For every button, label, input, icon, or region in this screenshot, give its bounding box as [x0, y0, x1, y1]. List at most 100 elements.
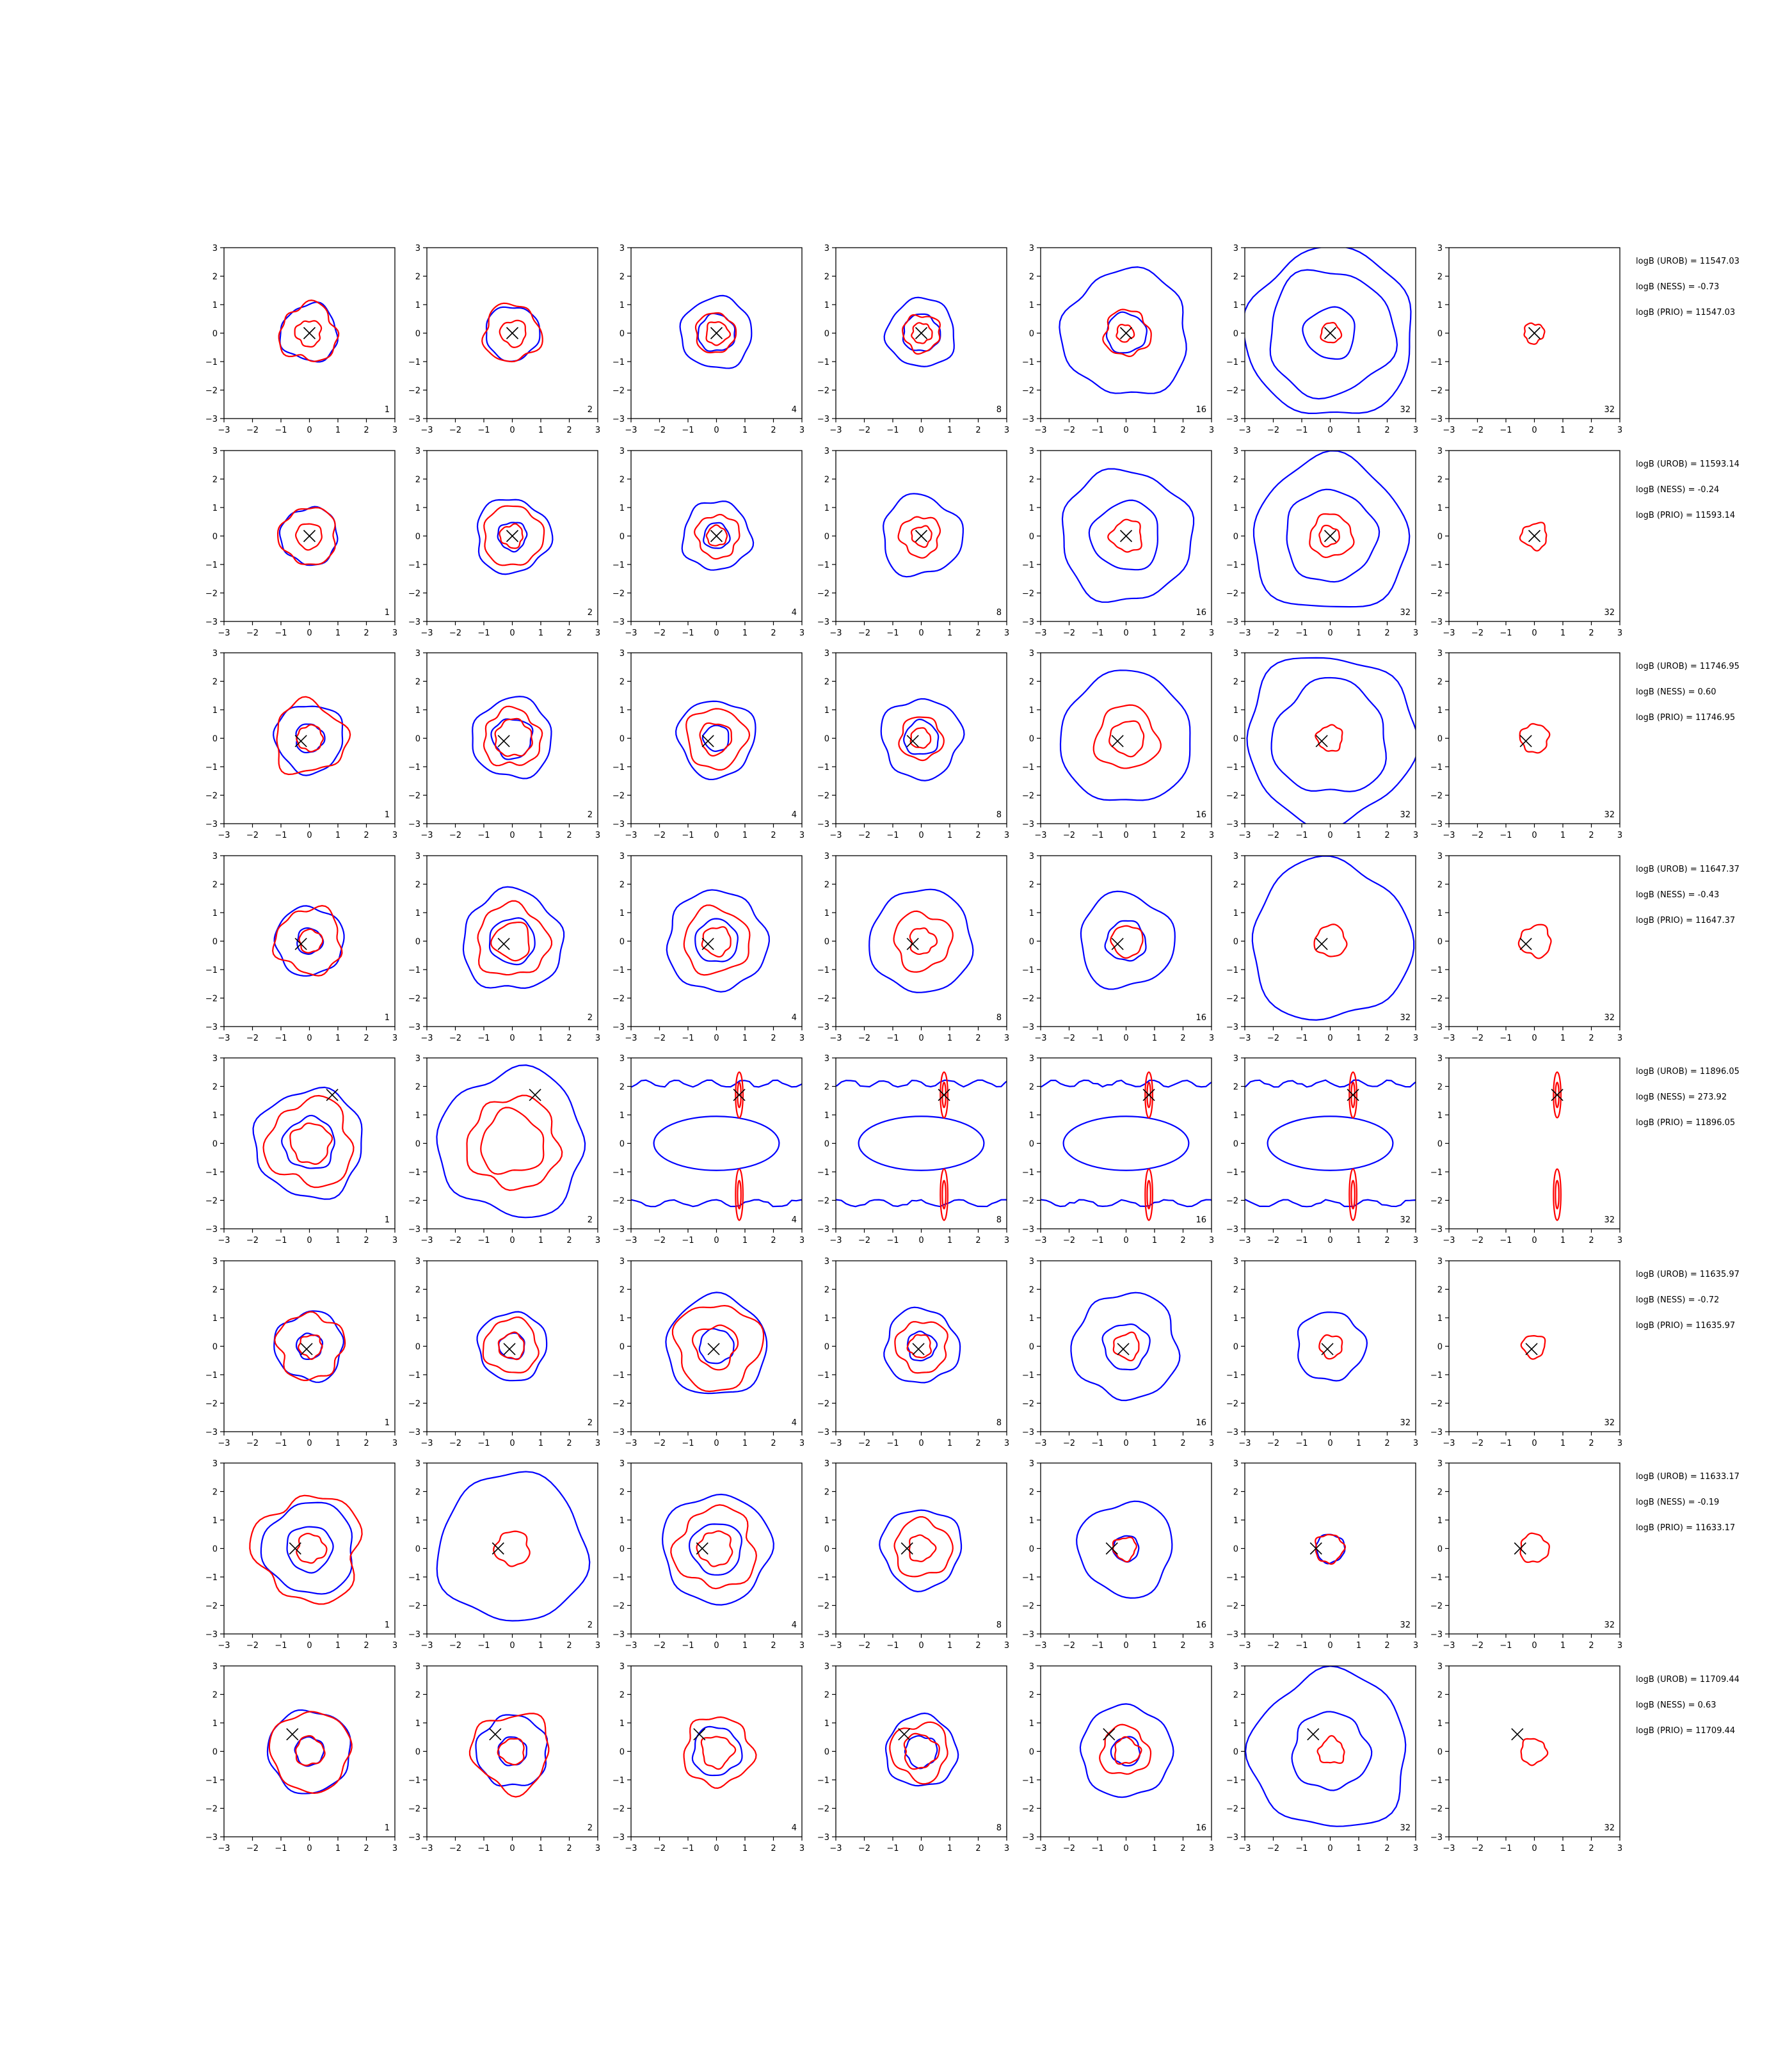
y-tick-label: −1 [1226, 1573, 1238, 1583]
axes-frame [223, 1665, 396, 1837]
panel-count-label: 32 [1400, 405, 1411, 415]
x-tick-label: 2 [1384, 1844, 1389, 1853]
y-tick-label: 1 [1437, 909, 1443, 918]
y-tick-label: −1 [1430, 1573, 1443, 1583]
y-tick-label: 2 [1437, 1691, 1443, 1700]
blue-contour [701, 724, 730, 752]
red-contour [1348, 1168, 1357, 1221]
panel-count-label: 32 [1400, 1215, 1411, 1225]
x-tick-label: 3 [595, 1439, 600, 1448]
red-contour [694, 312, 737, 354]
x-tick-label: −2 [653, 1236, 666, 1245]
x-tick-label: 3 [1413, 628, 1418, 638]
x-tick-label: −2 [653, 1034, 666, 1043]
panel-count-label: 2 [588, 810, 593, 820]
y-tick-label: −3 [1226, 1428, 1238, 1437]
x-tick-label: −3 [625, 1236, 637, 1245]
y-tick-label: −2 [817, 1400, 829, 1409]
x-tick-label: −1 [1500, 1844, 1512, 1853]
y-tick-label: 2 [620, 273, 625, 282]
y-tick-label: 2 [212, 273, 218, 282]
y-tick-label: −3 [1430, 1630, 1443, 1640]
x-tick-label: −3 [218, 628, 230, 638]
y-tick-label: −3 [1022, 1023, 1034, 1032]
x-tick-label: −1 [886, 426, 899, 435]
red-contour [497, 1331, 525, 1361]
blue-contour [252, 1086, 363, 1200]
x-tick-label: −2 [1471, 1034, 1484, 1043]
blue-contour [675, 700, 756, 781]
x-tick-label: 2 [975, 831, 980, 840]
y-tick-label: −2 [817, 1805, 829, 1814]
x-tick-label: −3 [625, 831, 637, 840]
y-tick-label: 0 [212, 938, 218, 947]
red-contour [889, 1721, 948, 1785]
axes-frame [1448, 652, 1620, 824]
x-tick-label: 1 [1356, 1034, 1361, 1043]
red-contour [906, 1334, 932, 1359]
x-tick-label: 0 [1123, 1844, 1128, 1853]
red-contour [1107, 518, 1142, 553]
y-tick-label: 0 [1233, 938, 1238, 947]
x-tick-label: 1 [1560, 426, 1565, 435]
panel-count-label: 4 [792, 1620, 797, 1630]
y-tick-label: 1 [824, 1516, 829, 1526]
y-tick-label: 1 [620, 1314, 625, 1324]
x-tick-label: 2 [1588, 1439, 1594, 1448]
y-tick-label: 0 [1233, 1748, 1238, 1757]
blue-contour [1251, 856, 1415, 1021]
x-tick-label: 2 [975, 1641, 980, 1651]
y-tick-label: −3 [408, 1023, 420, 1032]
y-tick-label: −1 [205, 1776, 218, 1786]
panel-r2-c4: −3 −2 −1 0 1 2 3 3 2 1 0 −1 −2 −3 8 [817, 447, 1009, 638]
x-tick-label: −2 [858, 628, 870, 638]
x-tick-label: 0 [307, 1034, 312, 1043]
y-tick-label: 0 [824, 1343, 829, 1352]
y-tick-label: −1 [408, 1573, 420, 1583]
y-tick-label: 0 [620, 1545, 625, 1555]
x-tick-label: −2 [858, 831, 870, 840]
x-tick-label: 3 [392, 1844, 397, 1853]
y-tick-label: −2 [1022, 1805, 1034, 1814]
y-tick-label: 3 [212, 244, 218, 253]
y-tick-label: 1 [1233, 706, 1238, 716]
panel-count-label: 32 [1400, 608, 1411, 618]
y-tick-label: −1 [1022, 1371, 1034, 1380]
y-tick-label: 3 [212, 649, 218, 659]
y-tick-label: 1 [415, 1111, 420, 1121]
y-tick-label: 2 [212, 1083, 218, 1092]
x-tick-label: −1 [275, 628, 287, 638]
logb-stat: logB (NESS) = 0.60 [1636, 687, 1716, 697]
panel-r6-c4: −3 −2 −1 0 1 2 3 3 2 1 0 −1 −2 −3 8 [817, 1257, 1009, 1448]
x-tick-label: −2 [1063, 628, 1075, 638]
x-tick-label: −3 [1034, 831, 1046, 840]
x-tick-label: 3 [1209, 426, 1214, 435]
x-tick-label: 1 [947, 1641, 952, 1651]
y-tick-label: −2 [612, 792, 625, 801]
axes-frame [835, 1057, 1007, 1229]
red-contour [490, 921, 530, 962]
x-tick-label: 1 [538, 426, 543, 435]
true-value-marker [1514, 1542, 1526, 1555]
y-tick-label: 2 [1029, 678, 1034, 687]
x-tick-label: 2 [1180, 1439, 1185, 1448]
y-tick-label: −1 [205, 358, 218, 367]
x-tick-label: −2 [858, 1844, 870, 1853]
true-value-marker [693, 1728, 706, 1741]
y-tick-label: −2 [205, 387, 218, 396]
panel-r4-c4: −3 −2 −1 0 1 2 3 3 2 1 0 −1 −2 −3 8 [817, 852, 1009, 1043]
x-tick-label: 0 [1327, 1034, 1332, 1043]
red-contour [295, 1735, 326, 1766]
x-tick-label: 0 [307, 831, 312, 840]
x-tick-label: 1 [335, 1641, 340, 1651]
x-tick-label: 0 [714, 426, 719, 435]
logb-stat: logB (UROB) = 11647.37 [1636, 865, 1740, 874]
x-tick-label: 0 [307, 1641, 312, 1651]
x-tick-label: −1 [275, 1236, 287, 1245]
y-tick-label: −1 [408, 561, 420, 570]
x-tick-label: −3 [1238, 1641, 1251, 1651]
logb-stat: logB (PRIO) = 11635.97 [1636, 1321, 1735, 1331]
x-tick-label: 0 [1123, 831, 1128, 840]
y-tick-label: 1 [1437, 1111, 1443, 1121]
